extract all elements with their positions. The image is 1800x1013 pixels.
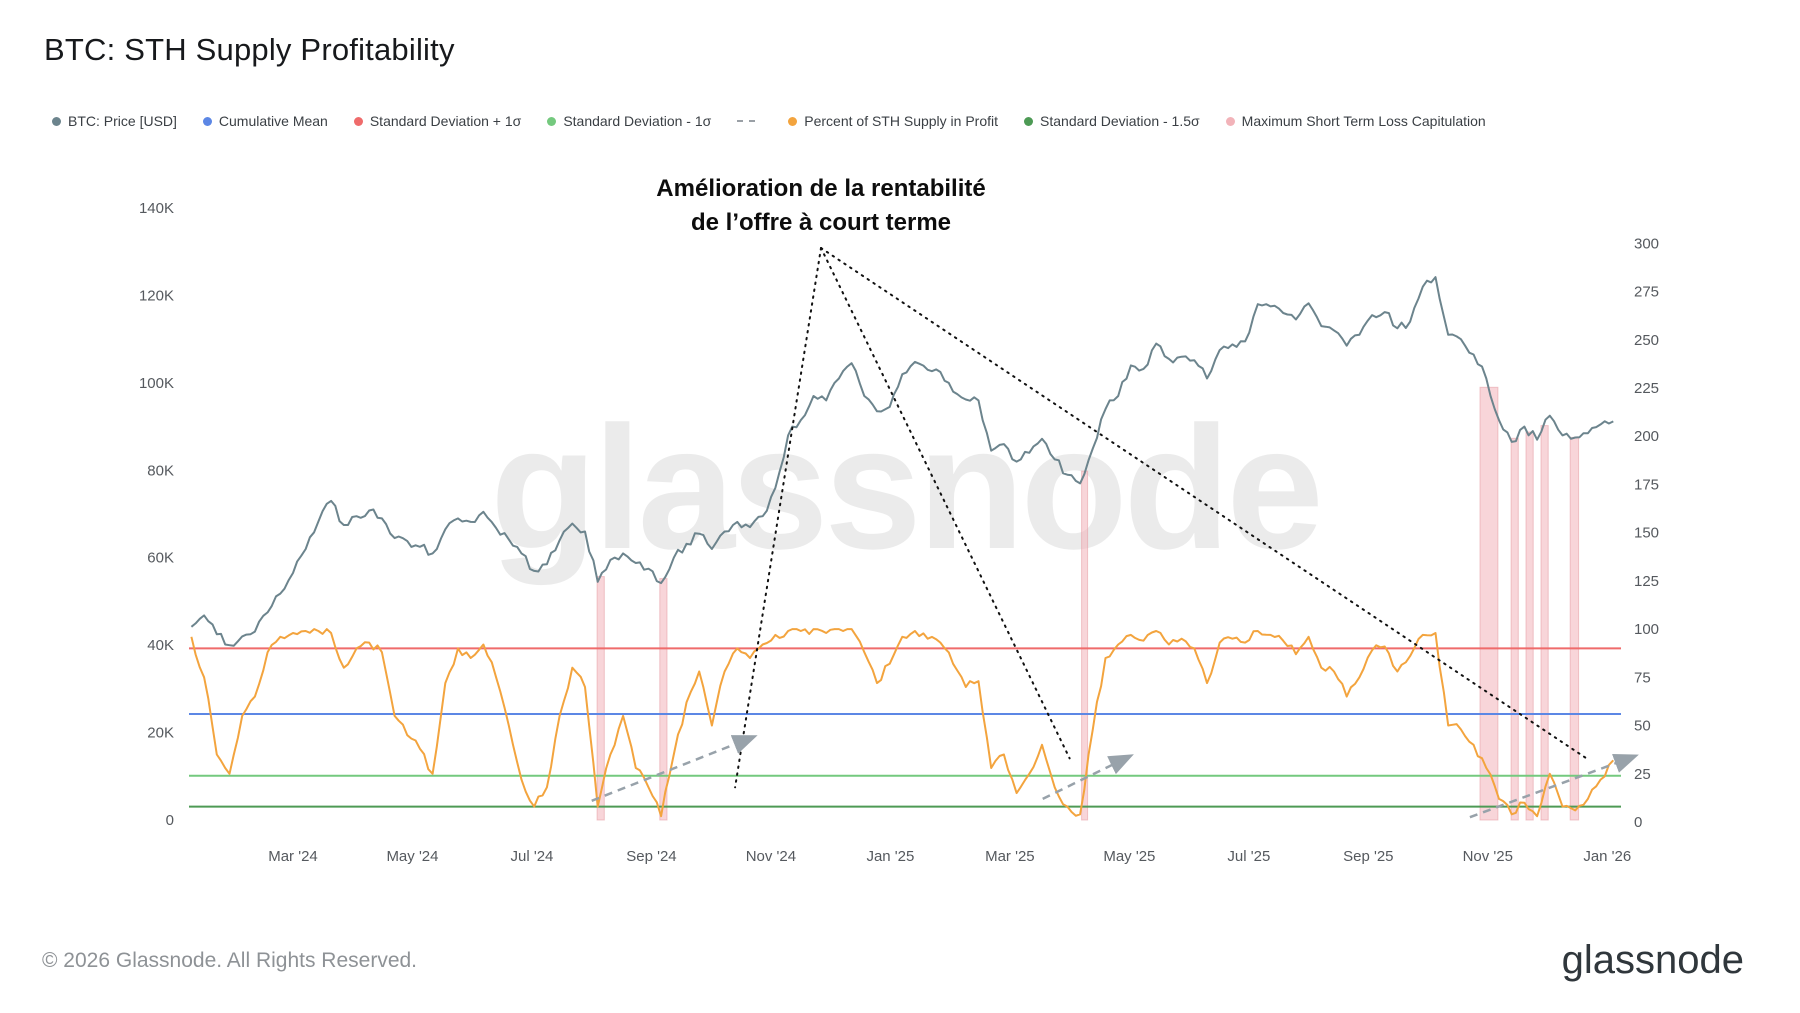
left-axis-tick: 140K: [139, 200, 174, 217]
annotation-line-2: de l’offre à court terme: [691, 209, 951, 236]
right-axis-tick: 275: [1634, 284, 1659, 301]
capitulation-band: [1510, 437, 1519, 821]
legend-item[interactable]: Cumulative Mean: [202, 113, 328, 129]
capitulation-band: [1479, 386, 1499, 821]
x-axis-tick: Nov '25: [1463, 848, 1513, 865]
right-axis-tick: 100: [1634, 621, 1659, 638]
page-title: BTC: STH Supply Profitability: [44, 32, 455, 67]
legend-label: Percent of STH Supply in Profit: [804, 113, 999, 129]
right-axis-tick: 175: [1634, 476, 1659, 493]
legend-label: Standard Deviation - 1.5σ: [1040, 113, 1200, 129]
legend: BTC: Price [USD] Cumulative Mean Standard …: [52, 113, 1486, 129]
left-axis-tick: 120K: [139, 287, 174, 304]
dot-marker-icon: [202, 116, 212, 126]
capitulation-band: [1540, 425, 1549, 821]
legend-item[interactable]: Percent of STH Supply in Profit: [788, 113, 998, 129]
x-axis-tick: Jan '26: [1583, 848, 1631, 865]
capitulation-band: [659, 578, 668, 821]
footer: © 2026 Glassnode. All Rights Reserved. g…: [0, 938, 1800, 983]
glassnode-logo[interactable]: glassnode: [1561, 938, 1744, 982]
legend-item[interactable]: Standard Deviation - 1σ: [547, 113, 711, 129]
annotation: Amélioration de la rentabilité de l’offr…: [656, 175, 985, 236]
x-axis-tick: May '25: [1103, 848, 1155, 865]
x-axis-tick: Nov '24: [746, 848, 796, 865]
right-axis-tick: 225: [1634, 380, 1659, 397]
annotation-line-1: Amélioration de la rentabilité: [656, 175, 985, 202]
trend-arrow: [591, 735, 758, 802]
legend-item[interactable]: Standard Deviation - 1.5σ: [1024, 113, 1200, 129]
legend-item[interactable]: Standard Deviation + 1σ: [353, 113, 522, 129]
btc-price-line: [190, 276, 1614, 647]
dot-marker-icon: [52, 116, 61, 126]
right-axis-tick: 300: [1634, 235, 1659, 252]
right-axis-tick: 250: [1634, 332, 1659, 349]
right-axis-tick: 50: [1634, 718, 1651, 735]
left-axis-tick: 40K: [147, 637, 174, 654]
x-axis-tick: Jan '25: [866, 848, 914, 865]
annotation-pointer-line: [734, 247, 822, 789]
capitulation-band: [1525, 431, 1534, 821]
dot-marker-icon: [353, 116, 363, 126]
x-axis-tick: May '24: [386, 848, 438, 865]
left-axis-tick: 0: [166, 812, 174, 829]
dot-marker-icon: [1225, 116, 1235, 126]
right-axis-tick: 25: [1634, 766, 1651, 783]
dash-marker-icon: [737, 120, 756, 122]
legend-label: Standard Deviation + 1σ: [369, 113, 522, 129]
capitulation-bands: [596, 386, 1580, 821]
legend-label: BTC: Price [USD]: [68, 113, 177, 129]
x-axis-tick: Mar '25: [985, 848, 1035, 865]
left-axis-tick: 100K: [139, 375, 174, 392]
legend-label: Cumulative Mean: [218, 113, 328, 129]
trend-arrow: [1469, 753, 1639, 819]
left-axis-tick: 20K: [147, 725, 174, 742]
legend-item[interactable]: [737, 120, 762, 122]
legend-label: Maximum Short Term Loss Capitulation: [1241, 113, 1486, 129]
x-axis-tick: Jul '24: [511, 848, 554, 865]
sth-supply-in-profit-line: [190, 628, 1615, 818]
capitulation-band: [1569, 436, 1580, 821]
legend-item[interactable]: BTC: Price [USD]: [52, 113, 177, 129]
x-axis-tick: Jul '25: [1227, 848, 1270, 865]
trend-arrow: [1042, 754, 1134, 801]
right-axis-tick: 0: [1634, 814, 1642, 831]
dot-marker-icon: [1024, 116, 1034, 126]
dot-marker-icon: [547, 116, 557, 126]
left-axis-tick: 80K: [147, 462, 174, 479]
right-axis-tick: 200: [1634, 428, 1659, 445]
plot-area[interactable]: 0 20K 40K 60K 80K 100K 120K 140K 0 25 50 75 100 125 15…: [139, 200, 1659, 865]
annotation-pointer-lines: [591, 247, 1639, 819]
annotation-pointer-line: [820, 247, 1591, 762]
legend-label: Standard Deviation - 1σ: [563, 113, 712, 129]
left-axis-tick: 60K: [147, 550, 174, 567]
right-axis-tick: 125: [1634, 573, 1659, 590]
right-axis-tick: 75: [1634, 669, 1651, 686]
legend-item[interactable]: Maximum Short Term Loss Capitulation: [1225, 113, 1486, 129]
reference-lines: [189, 647, 1621, 808]
axis-labels: 0 20K 40K 60K 80K 100K 120K 140K 0 25 50 75 100 125 15…: [139, 200, 1659, 865]
x-axis-tick: Mar '24: [268, 848, 318, 865]
x-axis-tick: Sep '24: [626, 848, 676, 865]
copyright-text: © 2026 Glassnode. All Rights Reserved.: [42, 948, 418, 972]
dot-marker-icon: [788, 116, 798, 126]
x-axis-tick: Sep '25: [1343, 848, 1393, 865]
right-axis-tick: 150: [1634, 525, 1659, 542]
